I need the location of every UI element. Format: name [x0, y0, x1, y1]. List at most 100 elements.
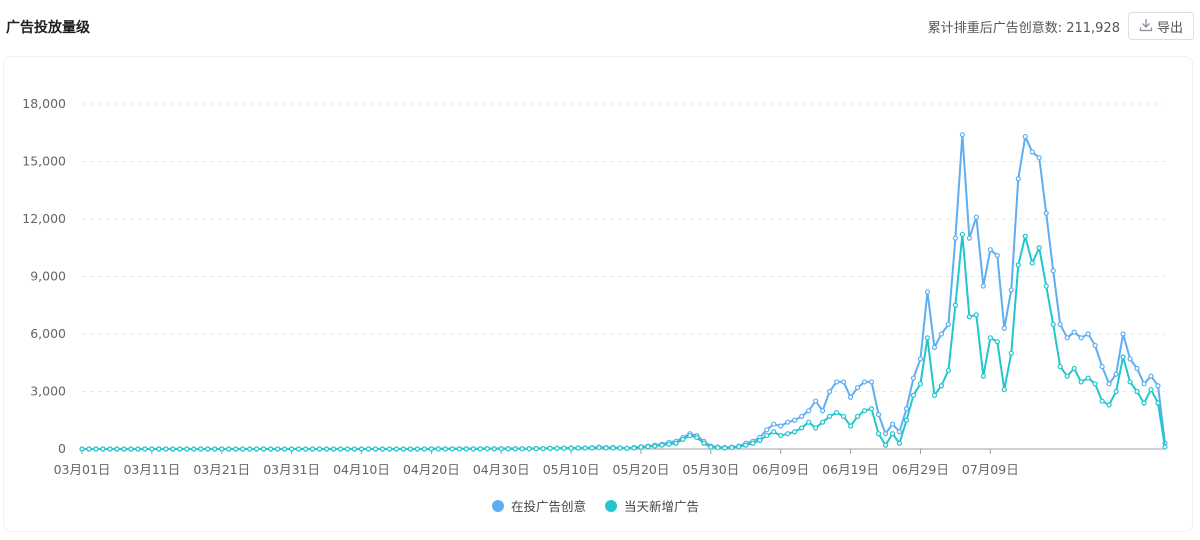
data-point[interactable]	[184, 446, 190, 452]
data-point[interactable]	[226, 446, 232, 452]
data-point[interactable]	[1099, 398, 1105, 404]
data-point[interactable]	[764, 427, 770, 433]
data-point[interactable]	[882, 442, 889, 448]
data-point[interactable]	[568, 445, 574, 451]
data-point[interactable]	[659, 442, 665, 448]
data-point[interactable]	[261, 446, 267, 452]
data-point[interactable]	[827, 413, 833, 420]
data-point[interactable]	[344, 446, 351, 452]
data-point[interactable]	[854, 413, 861, 420]
data-point[interactable]	[1106, 381, 1112, 387]
data-point[interactable]	[275, 446, 281, 452]
data-point[interactable]	[980, 373, 986, 379]
data-point[interactable]	[1064, 373, 1070, 379]
data-point[interactable]	[86, 446, 92, 452]
data-point[interactable]	[973, 312, 979, 318]
data-point[interactable]	[834, 409, 840, 416]
data-point[interactable]	[854, 385, 861, 391]
data-point[interactable]	[896, 429, 903, 435]
data-point[interactable]	[93, 446, 99, 452]
data-point[interactable]	[282, 446, 288, 452]
data-point[interactable]	[603, 445, 609, 451]
data-point[interactable]	[785, 431, 791, 437]
data-point[interactable]	[149, 446, 155, 452]
data-point[interactable]	[813, 425, 819, 431]
data-point[interactable]	[910, 375, 917, 381]
data-point[interactable]	[680, 436, 686, 443]
data-point[interactable]	[1022, 133, 1028, 140]
data-point[interactable]	[771, 421, 777, 427]
data-point[interactable]	[170, 446, 176, 452]
data-point[interactable]	[652, 443, 658, 449]
data-point[interactable]	[393, 446, 400, 452]
data-point[interactable]	[917, 381, 924, 387]
data-point[interactable]	[813, 398, 819, 404]
data-point[interactable]	[994, 252, 1000, 259]
data-point[interactable]	[107, 446, 113, 452]
data-point[interactable]	[778, 432, 784, 439]
data-point[interactable]	[435, 446, 441, 452]
data-point[interactable]	[1015, 262, 1021, 268]
data-point[interactable]	[966, 314, 972, 320]
data-point[interactable]	[945, 321, 952, 328]
data-point[interactable]	[1008, 350, 1014, 356]
data-point[interactable]	[1043, 283, 1049, 289]
data-point[interactable]	[952, 302, 958, 308]
data-point[interactable]	[834, 379, 840, 385]
data-point[interactable]	[1141, 381, 1147, 387]
data-point[interactable]	[959, 132, 965, 138]
data-point[interactable]	[1057, 363, 1063, 370]
data-point[interactable]	[785, 419, 791, 425]
data-point[interactable]	[847, 394, 854, 400]
data-point[interactable]	[386, 446, 393, 452]
data-point[interactable]	[931, 392, 938, 398]
data-point[interactable]	[645, 444, 651, 450]
data-point[interactable]	[987, 335, 993, 341]
data-point[interactable]	[575, 445, 581, 451]
data-point[interactable]	[212, 446, 218, 452]
data-point[interactable]	[694, 434, 700, 441]
data-point[interactable]	[1148, 373, 1154, 379]
data-point[interactable]	[924, 335, 931, 341]
data-point[interactable]	[1071, 329, 1077, 335]
data-point[interactable]	[316, 446, 323, 452]
data-point[interactable]	[1029, 149, 1035, 155]
data-point[interactable]	[840, 413, 847, 420]
data-point[interactable]	[163, 446, 169, 452]
data-point[interactable]	[323, 446, 330, 452]
data-point[interactable]	[917, 356, 924, 362]
data-point[interactable]	[596, 444, 602, 451]
data-point[interactable]	[177, 446, 183, 452]
data-point[interactable]	[861, 408, 868, 414]
data-point[interactable]	[764, 432, 770, 439]
data-point[interactable]	[624, 445, 630, 452]
data-point[interactable]	[952, 235, 958, 241]
data-point[interactable]	[938, 383, 945, 389]
data-point[interactable]	[351, 446, 358, 452]
data-point[interactable]	[875, 431, 882, 437]
data-point[interactable]	[1092, 381, 1098, 387]
data-point[interactable]	[924, 289, 931, 295]
data-point[interactable]	[806, 419, 812, 425]
data-point[interactable]	[379, 446, 386, 452]
data-point[interactable]	[840, 379, 847, 385]
data-point[interactable]	[247, 446, 253, 452]
data-point[interactable]	[302, 446, 309, 452]
data-point[interactable]	[1141, 400, 1147, 406]
data-point[interactable]	[638, 444, 644, 450]
data-point[interactable]	[959, 231, 965, 237]
data-point[interactable]	[407, 446, 413, 452]
data-point[interactable]	[337, 446, 344, 452]
data-point[interactable]	[994, 339, 1000, 345]
data-point[interactable]	[519, 446, 525, 452]
data-point[interactable]	[945, 367, 952, 374]
data-point[interactable]	[847, 423, 854, 429]
data-point[interactable]	[1134, 365, 1140, 372]
data-point[interactable]	[792, 429, 798, 435]
data-point[interactable]	[666, 441, 672, 447]
data-point[interactable]	[1120, 354, 1126, 360]
data-point[interactable]	[358, 446, 365, 452]
data-point[interactable]	[792, 417, 798, 423]
data-point[interactable]	[442, 446, 448, 452]
data-point[interactable]	[673, 440, 679, 446]
